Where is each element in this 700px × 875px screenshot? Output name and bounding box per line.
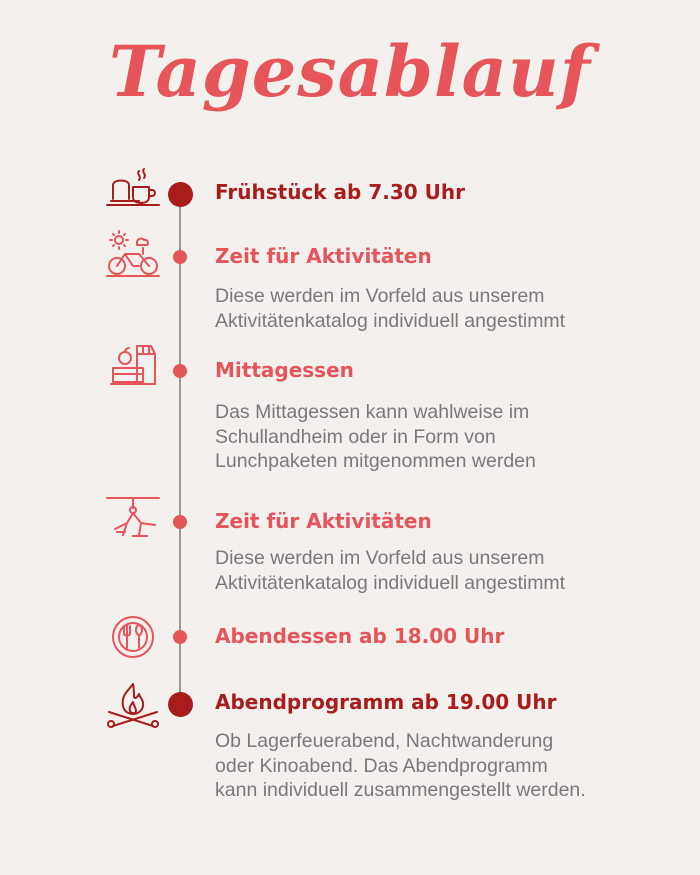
timeline-line [179, 194, 181, 704]
description-line: Schullandheim oder in Form von [215, 425, 496, 448]
item-description: Das Mittagessen kann wahlweise im Schull… [215, 400, 536, 474]
item-heading: Zeit für Aktivitäten [215, 509, 432, 533]
bicycle-icon [103, 228, 163, 278]
item-heading: Mittagessen [215, 358, 354, 382]
description-line: Diese werden im Vorfeld aus unserem [215, 547, 545, 569]
timeline-dot [173, 515, 187, 529]
item-description: Diese werden im Vorfeld aus unserem Akti… [215, 546, 565, 595]
plate-cutlery-icon [103, 612, 163, 662]
description-line: oder Kinoabend. Das Abendprogramm [215, 754, 548, 777]
item-heading: Zeit für Aktivitäten [215, 244, 432, 268]
item-heading: Abendprogramm ab 19.00 Uhr [215, 690, 557, 714]
description-line: Ob Lagerfeuerabend, Nachtwanderung [215, 730, 554, 752]
description-line: Lunchpaketen mitgenommen werden [215, 450, 536, 472]
item-heading: Frühstück ab 7.30 Uhr [215, 180, 465, 204]
timeline-dot [173, 364, 187, 378]
timeline-dot [173, 630, 187, 644]
zipline-icon [103, 492, 163, 542]
item-heading: Abendessen ab 18.00 Uhr [215, 624, 505, 648]
description-line: kann individuell zusammengestellt werden… [215, 779, 586, 801]
page-title: Tagesablauf [109, 30, 591, 113]
description-line: Aktivitätenkatalog individuell angestimm… [215, 571, 566, 594]
description-line: Aktivitätenkatalog individuell angestimm… [215, 309, 566, 332]
breakfast-icon [103, 165, 163, 215]
timeline-dot [173, 250, 187, 264]
timeline-dot [167, 181, 193, 207]
campfire-icon [103, 680, 163, 730]
lunchbox-icon [103, 342, 163, 392]
description-line: Das Mittagessen kann wahlweise im [215, 401, 530, 423]
timeline-dot [167, 691, 193, 717]
item-description: Ob Lagerfeuerabend, Nachtwanderung oder … [215, 729, 586, 803]
description-line: Diese werden im Vorfeld aus unserem [215, 285, 545, 307]
item-description: Diese werden im Vorfeld aus unserem Akti… [215, 284, 565, 333]
